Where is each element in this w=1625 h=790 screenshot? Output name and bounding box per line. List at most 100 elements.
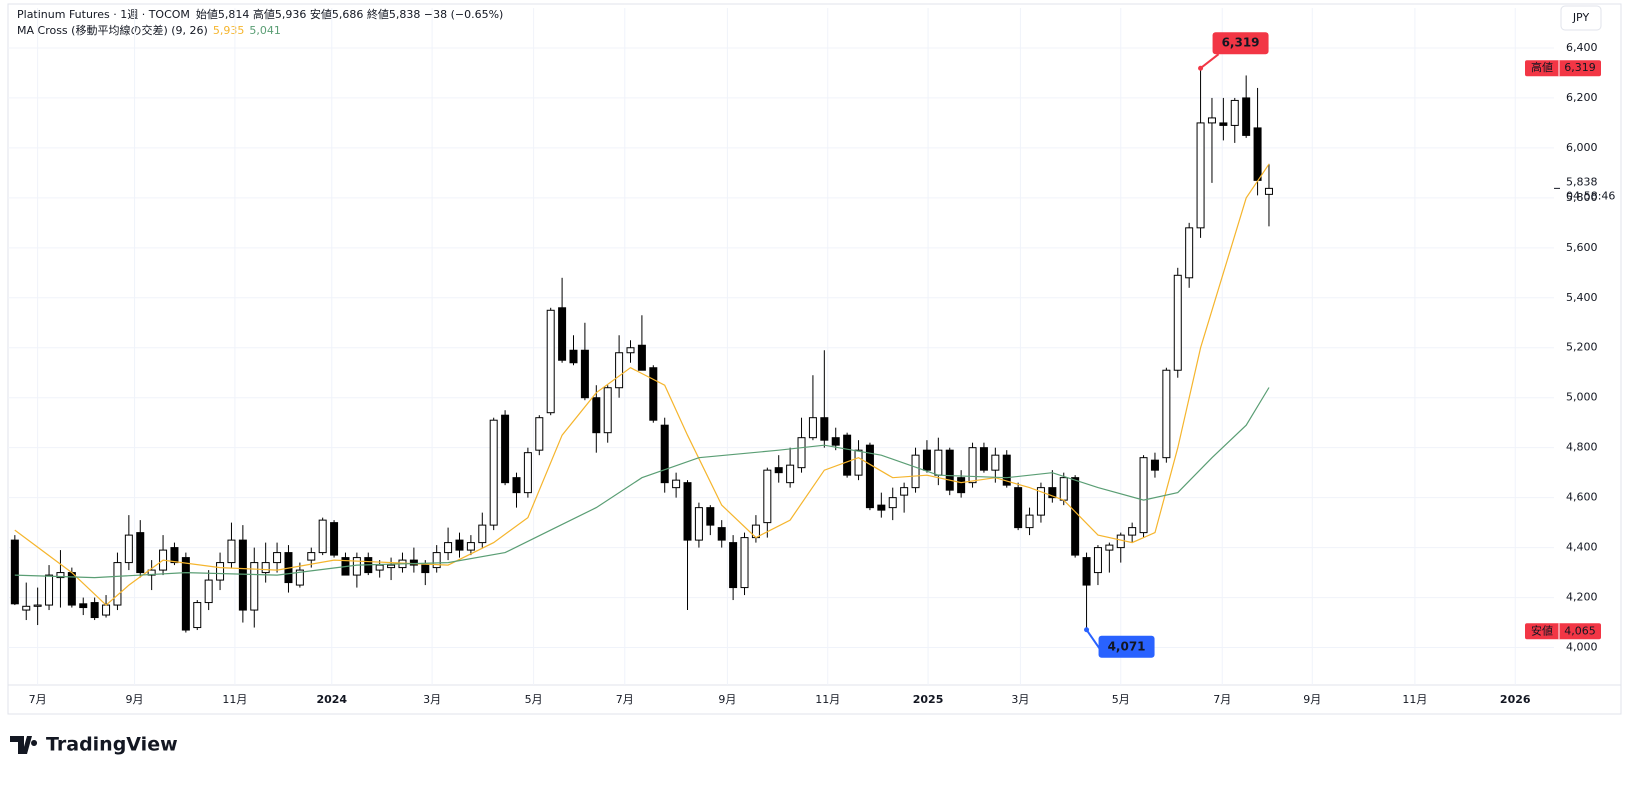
x-tick-label: 5月 bbox=[1112, 693, 1130, 706]
last-price-label: 5,838 bbox=[1566, 175, 1598, 188]
candle-body bbox=[147, 569, 156, 576]
x-tick-label: 3月 bbox=[423, 693, 441, 706]
candle-body bbox=[900, 487, 909, 496]
x-tick-label: 11月 bbox=[815, 693, 840, 706]
candle-body bbox=[1105, 544, 1114, 551]
currency-label[interactable]: JPY bbox=[1572, 11, 1590, 24]
currency-button[interactable] bbox=[1560, 5, 1602, 31]
callout-point bbox=[1084, 627, 1090, 633]
candle-body bbox=[501, 414, 510, 484]
candle-body bbox=[1162, 369, 1171, 459]
candle-body bbox=[991, 454, 1000, 471]
callout-box bbox=[1098, 635, 1155, 658]
chart-title: Platinum Futures · 1週 · TOCOM bbox=[17, 8, 190, 21]
candle-body bbox=[603, 387, 612, 434]
candle-body bbox=[558, 307, 567, 361]
y-tick-label: 5,200 bbox=[1566, 341, 1598, 354]
y-tick-label: 5,600 bbox=[1566, 241, 1598, 254]
candle-body bbox=[1116, 534, 1125, 549]
callout-label: 6,319 bbox=[1222, 36, 1260, 50]
candle-body bbox=[90, 602, 99, 619]
candle-body bbox=[512, 477, 521, 494]
candle-body bbox=[706, 507, 715, 526]
candle-body bbox=[45, 574, 54, 606]
candle-body bbox=[432, 552, 441, 569]
brand-logo: TradingView bbox=[10, 734, 178, 756]
candle-body bbox=[489, 419, 498, 526]
candle-body bbox=[421, 564, 430, 574]
x-tick-label: 11月 bbox=[1402, 693, 1427, 706]
x-tick-label: 9月 bbox=[126, 693, 144, 706]
candle-body bbox=[478, 524, 487, 544]
candle-body bbox=[740, 537, 749, 589]
candle-body bbox=[1230, 99, 1239, 126]
callout-box bbox=[1212, 32, 1269, 55]
candle-body bbox=[660, 424, 669, 484]
candle-body bbox=[877, 504, 886, 511]
candle-body bbox=[466, 542, 475, 551]
candle-body bbox=[1207, 117, 1216, 124]
candle-body bbox=[1036, 487, 1045, 516]
ma-line bbox=[14, 387, 1270, 579]
candle-body bbox=[124, 534, 133, 564]
candle-body bbox=[1082, 557, 1091, 586]
candle-body bbox=[1242, 97, 1251, 136]
candle-body bbox=[546, 309, 555, 414]
candle-body bbox=[820, 417, 829, 441]
candle-body bbox=[352, 557, 361, 576]
candle-body bbox=[523, 452, 532, 494]
candle-body bbox=[649, 367, 658, 421]
y-tick-label: 5,400 bbox=[1566, 291, 1598, 304]
candle-body bbox=[227, 539, 236, 564]
candle-body bbox=[717, 527, 726, 541]
candle-body bbox=[774, 467, 783, 474]
candle-body bbox=[1196, 122, 1205, 229]
candle-body bbox=[831, 437, 840, 446]
brand-name: TradingView bbox=[46, 734, 178, 756]
x-tick-label: 7月 bbox=[616, 693, 634, 706]
candle-body bbox=[136, 532, 145, 574]
candle-body bbox=[387, 564, 396, 569]
candle-body bbox=[592, 397, 601, 434]
ma-fast-value: 5,935 bbox=[213, 24, 245, 37]
price-badge bbox=[1525, 623, 1601, 640]
candle-body bbox=[763, 469, 772, 524]
price-badge-label: 6,319 bbox=[1564, 61, 1596, 74]
candle-body bbox=[683, 482, 692, 541]
candle-body bbox=[295, 569, 304, 586]
x-tick-label: 2026 bbox=[1500, 693, 1531, 706]
y-tick-label: 6,000 bbox=[1566, 141, 1598, 154]
callout-point bbox=[1198, 65, 1204, 71]
candle-body bbox=[797, 437, 806, 469]
candle-body bbox=[843, 434, 852, 476]
candle-body bbox=[1139, 457, 1148, 534]
indicator-name: MA Cross (移動平均線の交差) (9, 26) bbox=[17, 23, 208, 37]
candle-body bbox=[33, 604, 42, 607]
y-tick-label: 4,800 bbox=[1566, 441, 1598, 454]
candle-body bbox=[193, 602, 202, 629]
price-badge-name: 安値 bbox=[1531, 623, 1553, 637]
candle-body bbox=[957, 477, 966, 494]
candle-body bbox=[1173, 274, 1182, 371]
y-tick-label: 4,600 bbox=[1566, 491, 1598, 504]
candle-body bbox=[1185, 227, 1194, 279]
candle-body bbox=[672, 479, 681, 489]
indicator-legend: MA Cross (移動平均線の交差) (9, 26) 5,935 5,041 bbox=[17, 23, 281, 37]
candle-body bbox=[922, 449, 931, 471]
ohlc-info: 始値5,814 高値5,936 安値5,686 終値5,838 −38 (−0.… bbox=[196, 7, 503, 21]
candle-body bbox=[375, 564, 384, 571]
candle-body bbox=[911, 454, 920, 489]
x-tick-label: 9月 bbox=[718, 693, 736, 706]
candle-body bbox=[1253, 127, 1262, 181]
candle-body bbox=[170, 547, 179, 564]
x-tick-label: 2025 bbox=[913, 693, 944, 706]
candle-body bbox=[444, 542, 453, 554]
candle-body bbox=[113, 562, 122, 606]
candle-body bbox=[216, 562, 225, 581]
candle-body bbox=[979, 447, 988, 471]
candle-body bbox=[102, 604, 111, 616]
x-tick-label: 5月 bbox=[525, 693, 543, 706]
countdown-label: 04:58:46 bbox=[1566, 189, 1615, 202]
candle-body bbox=[10, 539, 19, 605]
